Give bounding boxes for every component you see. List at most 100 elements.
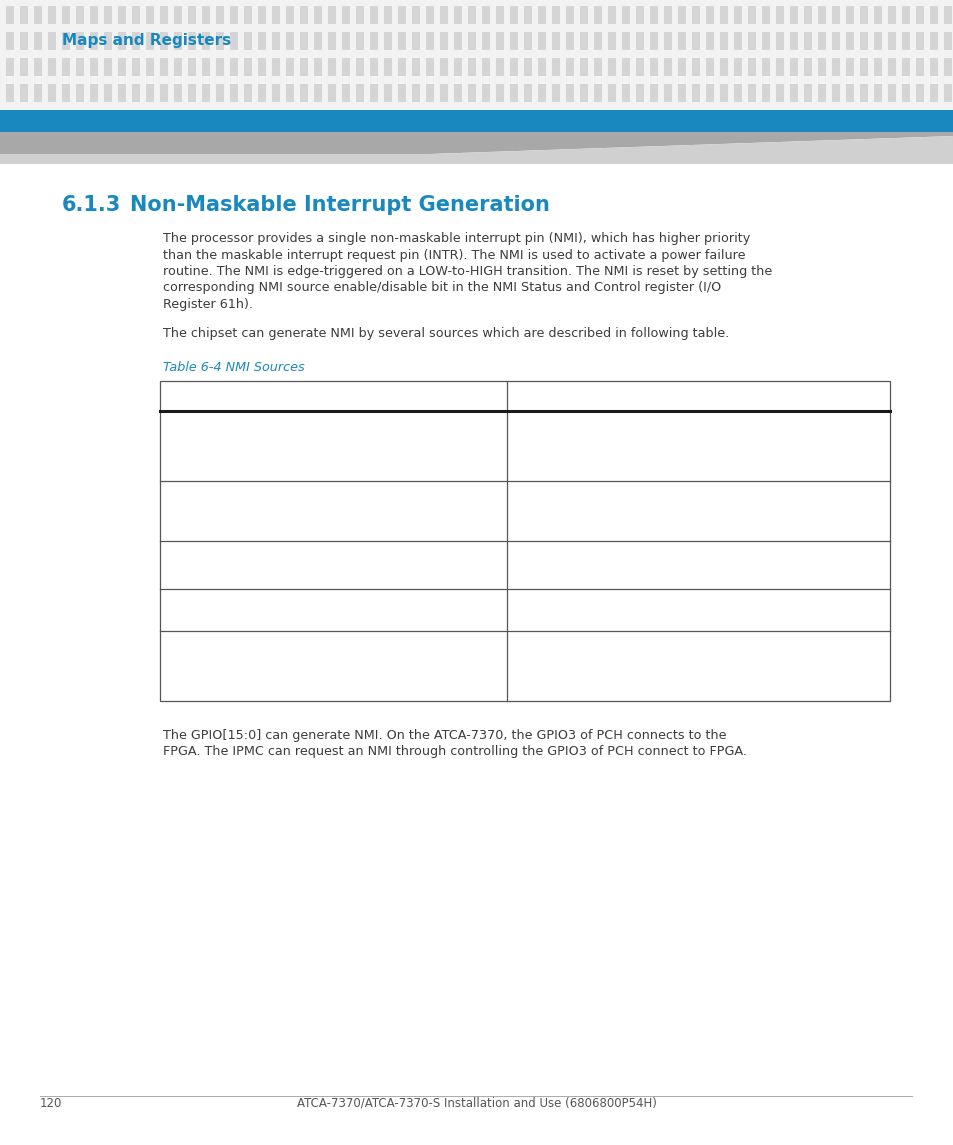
Bar <box>0 0 953 110</box>
Text: The processor provides a single non-maskable interrupt pin (NMI), which has high: The processor provides a single non-mask… <box>163 232 749 245</box>
Bar <box>915 32 923 50</box>
Bar <box>104 84 112 102</box>
Text: Maps and Registers: Maps and Registers <box>62 33 231 48</box>
Bar <box>845 58 853 76</box>
Bar <box>20 32 28 50</box>
Bar <box>761 6 769 24</box>
Text: 6.1.3: 6.1.3 <box>62 195 121 215</box>
Bar <box>496 32 503 50</box>
Bar <box>594 84 601 102</box>
Bar <box>481 32 490 50</box>
Bar <box>272 58 280 76</box>
Bar <box>370 6 377 24</box>
Bar <box>481 6 490 24</box>
Bar <box>90 84 98 102</box>
Bar <box>873 84 882 102</box>
Text: Base + 08h, Bit 11).: Base + 08h, Bit 11). <box>514 449 639 461</box>
Bar <box>6 58 14 76</box>
Bar <box>286 84 294 102</box>
Bar <box>257 32 266 50</box>
Text: Table 6-4 NMI Sources: Table 6-4 NMI Sources <box>163 361 304 374</box>
Text: The GPIO[15:0] can generate NMI. On the ATCA-7370, the GPIO3 of PCH connects to : The GPIO[15:0] can generate NMI. On the … <box>163 729 726 742</box>
Bar <box>733 84 741 102</box>
Bar <box>761 32 769 50</box>
Text: the NSI2SCI_EN bit (Device 31: Function 0, TCO: the NSI2SCI_EN bit (Device 31: Function … <box>514 434 809 447</box>
Bar <box>649 32 658 50</box>
Bar <box>594 6 601 24</box>
Bar <box>481 84 490 102</box>
Bar <box>468 6 476 24</box>
Bar <box>817 6 825 24</box>
Bar <box>202 32 210 50</box>
Bar <box>649 84 658 102</box>
Bar <box>355 84 364 102</box>
Bar <box>299 6 308 24</box>
Bar <box>761 58 769 76</box>
Bar <box>468 84 476 102</box>
Bar <box>705 84 713 102</box>
Bar <box>160 32 168 50</box>
Bar <box>272 84 280 102</box>
Bar <box>188 58 195 76</box>
Bar <box>384 58 392 76</box>
Bar <box>48 84 56 102</box>
Bar <box>286 58 294 76</box>
Bar <box>299 32 308 50</box>
Bar <box>0 110 953 132</box>
Bar <box>426 84 434 102</box>
Bar <box>328 84 335 102</box>
Bar <box>859 32 867 50</box>
Bar <box>705 6 713 24</box>
Bar <box>789 58 797 76</box>
Bar <box>257 6 266 24</box>
Bar <box>636 6 643 24</box>
Bar <box>678 84 685 102</box>
Bar <box>678 32 685 50</box>
Bar <box>552 58 559 76</box>
Bar <box>257 84 266 102</box>
Bar <box>691 32 700 50</box>
Bar <box>607 84 616 102</box>
Bar <box>733 6 741 24</box>
Bar <box>496 58 503 76</box>
Bar <box>901 32 909 50</box>
Bar <box>118 58 126 76</box>
Bar <box>426 58 434 76</box>
Bar <box>173 32 182 50</box>
Bar <box>649 58 658 76</box>
Bar <box>6 6 14 24</box>
Bar <box>901 6 909 24</box>
Bar <box>384 32 392 50</box>
Bar <box>215 6 224 24</box>
Bar <box>188 6 195 24</box>
Bar <box>90 32 98 50</box>
Bar <box>845 84 853 102</box>
Bar <box>397 58 406 76</box>
Bar <box>132 32 140 50</box>
Bar <box>579 32 587 50</box>
Bar <box>621 58 629 76</box>
Bar <box>621 84 629 102</box>
Bar <box>552 84 559 102</box>
Text: Comment: Comment <box>515 388 576 401</box>
Bar <box>636 58 643 76</box>
Bar <box>118 6 126 24</box>
Bar <box>831 32 840 50</box>
Bar <box>496 6 503 24</box>
Bar <box>678 6 685 24</box>
Bar <box>146 84 153 102</box>
Bar <box>6 32 14 50</box>
Text: (PER) at Device 30: Function 0 Offset 04, Bit 6.: (PER) at Device 30: Function 0 Offset 04… <box>514 563 806 576</box>
Bar <box>523 32 532 50</box>
Bar <box>76 84 84 102</box>
Bar <box>845 32 853 50</box>
Bar <box>146 32 153 50</box>
Text: Can instead be routed to generate an SCI through: Can instead be routed to generate an SCI… <box>514 488 826 502</box>
Bar <box>565 32 574 50</box>
Bar <box>454 84 461 102</box>
Bar <box>817 32 825 50</box>
Bar <box>355 58 364 76</box>
Bar <box>299 84 308 102</box>
Text: Cause of NMI: Cause of NMI <box>168 388 251 401</box>
Bar <box>215 32 224 50</box>
